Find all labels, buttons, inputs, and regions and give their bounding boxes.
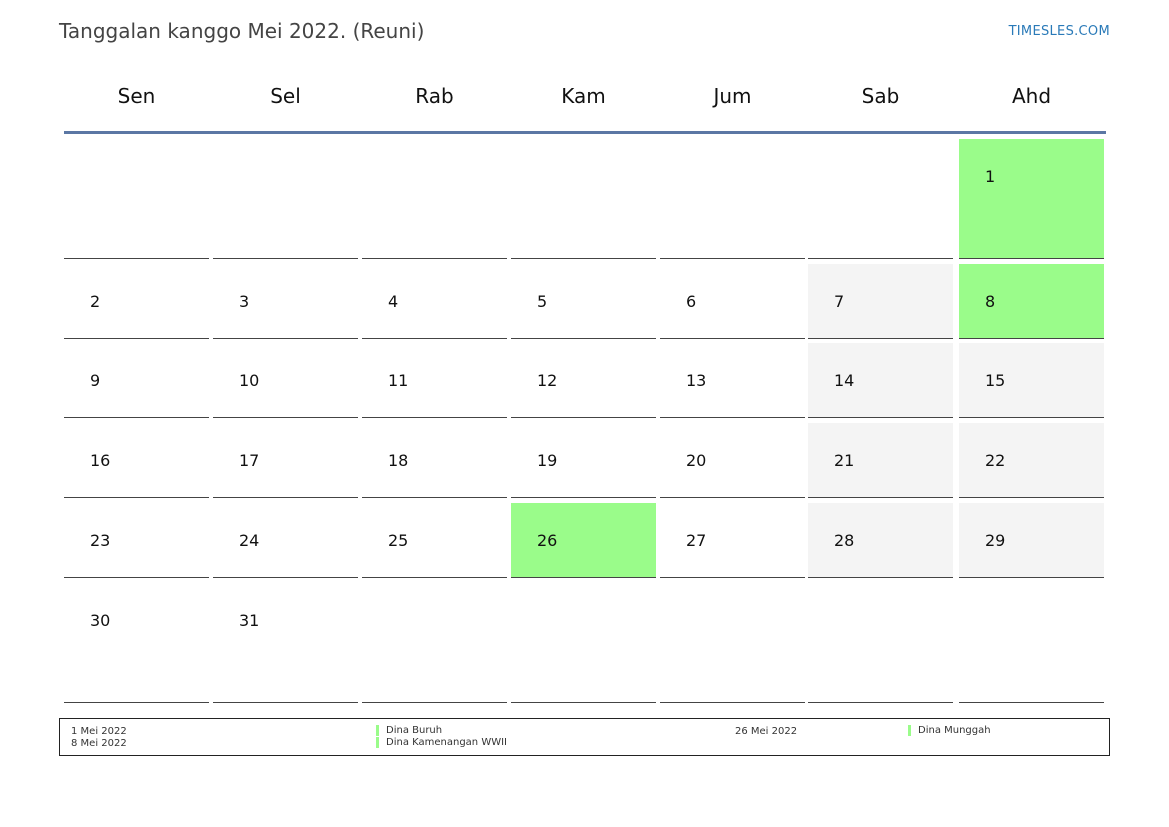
empty-day-cell bbox=[213, 139, 358, 259]
day-cell[interactable]: 17 bbox=[213, 423, 358, 498]
empty-day-cell bbox=[660, 139, 805, 259]
day-cell[interactable]: 6 bbox=[660, 264, 805, 339]
day-number: 16 bbox=[90, 451, 111, 470]
day-cell[interactable]: 25 bbox=[362, 503, 507, 578]
empty-day-cell bbox=[808, 583, 953, 703]
day-number: 20 bbox=[686, 451, 707, 470]
legend-holiday-name: Dina Kamenangan WWII bbox=[376, 737, 507, 748]
empty-day-cell bbox=[959, 583, 1104, 703]
day-number: 25 bbox=[388, 531, 409, 550]
weekday-label: Kam bbox=[561, 84, 606, 108]
weekday-label: Sab bbox=[861, 84, 900, 108]
empty-day-cell bbox=[64, 139, 209, 259]
day-number: 1 bbox=[985, 167, 996, 186]
day-number: 18 bbox=[388, 451, 409, 470]
legend-holiday-name: Dina Munggah bbox=[908, 725, 991, 736]
day-number: 22 bbox=[985, 451, 1006, 470]
day-cell[interactable]: 10 bbox=[213, 343, 358, 418]
day-cell[interactable]: 9 bbox=[64, 343, 209, 418]
day-number: 4 bbox=[388, 292, 399, 311]
empty-day-cell bbox=[511, 139, 656, 259]
day-number: 31 bbox=[239, 611, 260, 630]
day-cell[interactable]: 20 bbox=[660, 423, 805, 498]
day-number: 14 bbox=[834, 371, 855, 390]
day-cell[interactable]: 18 bbox=[362, 423, 507, 498]
site-link[interactable]: TIMESLES.COM bbox=[1008, 24, 1110, 39]
day-cell[interactable]: 28 bbox=[808, 503, 953, 578]
day-number: 23 bbox=[90, 531, 111, 550]
weekday-label: Sen bbox=[117, 84, 156, 108]
day-number: 5 bbox=[537, 292, 548, 311]
day-number: 29 bbox=[985, 531, 1006, 550]
day-cell[interactable]: 27 bbox=[660, 503, 805, 578]
day-number: 9 bbox=[90, 371, 101, 390]
day-cell[interactable]: 23 bbox=[64, 503, 209, 578]
holiday-legend: 1 Mei 2022 8 Mei 2022 Dina Buruh Dina Ka… bbox=[59, 718, 1110, 756]
day-cell[interactable]: 21 bbox=[808, 423, 953, 498]
weekday-label: Rab bbox=[415, 84, 454, 108]
weekday-label: Jum bbox=[713, 84, 752, 108]
header-divider bbox=[64, 131, 1106, 134]
day-cell[interactable]: 1 bbox=[959, 139, 1104, 259]
day-cell[interactable]: 19 bbox=[511, 423, 656, 498]
empty-day-cell bbox=[808, 139, 953, 259]
day-cell[interactable]: 8 bbox=[959, 264, 1104, 339]
day-cell[interactable]: 5 bbox=[511, 264, 656, 339]
day-number: 30 bbox=[90, 611, 111, 630]
day-cell[interactable]: 31 bbox=[213, 583, 358, 703]
day-cell[interactable]: 3 bbox=[213, 264, 358, 339]
legend-date: 26 Mei 2022 bbox=[735, 726, 798, 737]
day-cell[interactable]: 7 bbox=[808, 264, 953, 339]
day-cell[interactable]: 22 bbox=[959, 423, 1104, 498]
day-cell[interactable]: 14 bbox=[808, 343, 953, 418]
day-cell[interactable]: 4 bbox=[362, 264, 507, 339]
day-cell[interactable]: 29 bbox=[959, 503, 1104, 578]
day-cell[interactable]: 13 bbox=[660, 343, 805, 418]
day-cell[interactable]: 16 bbox=[64, 423, 209, 498]
weekday-header: Sen Sel Rab Kam Jum Sab Ahd bbox=[64, 84, 1106, 114]
empty-day-cell bbox=[362, 139, 507, 259]
empty-day-cell bbox=[660, 583, 805, 703]
day-cell[interactable]: 30 bbox=[64, 583, 209, 703]
page-title: Tanggalan kanggo Mei 2022. (Reuni) bbox=[59, 19, 425, 43]
day-number: 3 bbox=[239, 292, 250, 311]
day-cell[interactable]: 15 bbox=[959, 343, 1104, 418]
weekday-label: Ahd bbox=[1011, 84, 1052, 108]
legend-date: 8 Mei 2022 bbox=[71, 738, 127, 749]
day-number: 2 bbox=[90, 292, 101, 311]
day-number: 19 bbox=[537, 451, 558, 470]
day-number: 28 bbox=[834, 531, 855, 550]
day-number: 8 bbox=[985, 292, 996, 311]
day-number: 15 bbox=[985, 371, 1006, 390]
day-number: 10 bbox=[239, 371, 260, 390]
day-cell[interactable]: 12 bbox=[511, 343, 656, 418]
weekday-label: Sel bbox=[270, 84, 301, 108]
day-number: 27 bbox=[686, 531, 707, 550]
empty-day-cell bbox=[511, 583, 656, 703]
day-number: 26 bbox=[537, 531, 558, 550]
day-number: 13 bbox=[686, 371, 707, 390]
day-number: 11 bbox=[388, 371, 409, 390]
day-number: 24 bbox=[239, 531, 260, 550]
day-number: 12 bbox=[537, 371, 558, 390]
day-number: 17 bbox=[239, 451, 260, 470]
day-cell[interactable]: 11 bbox=[362, 343, 507, 418]
day-number: 7 bbox=[834, 292, 845, 311]
empty-day-cell bbox=[362, 583, 507, 703]
legend-holiday-name: Dina Buruh bbox=[376, 725, 442, 736]
day-cell[interactable]: 2 bbox=[64, 264, 209, 339]
legend-date: 1 Mei 2022 bbox=[71, 726, 127, 737]
day-cell[interactable]: 26 bbox=[511, 503, 656, 578]
day-number: 21 bbox=[834, 451, 855, 470]
day-number: 6 bbox=[686, 292, 697, 311]
day-cell[interactable]: 24 bbox=[213, 503, 358, 578]
